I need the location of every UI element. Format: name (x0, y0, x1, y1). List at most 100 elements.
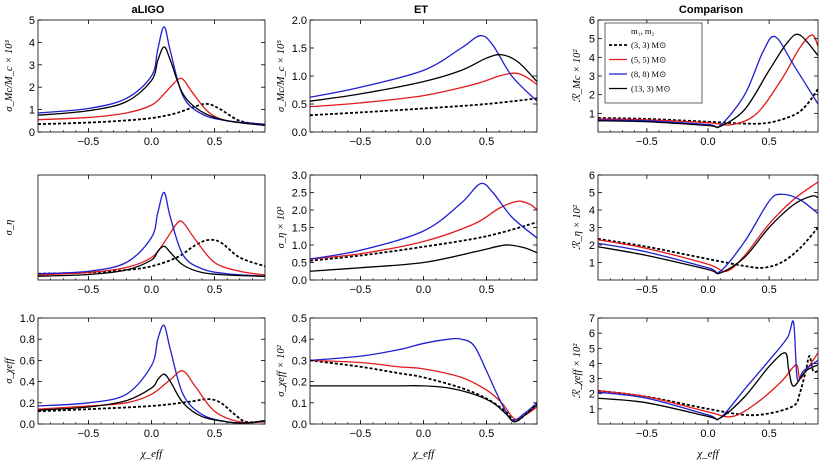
y-tick-label: 1.0 (292, 240, 307, 252)
panel-p02: −0.5 0.0 0.5 1 2 3 4 5 6 ℛ_Mc × 10² m₁, m₂ (3, 3) M… (571, 15, 819, 148)
y-tick-label: 0.2 (292, 377, 307, 389)
y-tick-label: 0.4 (20, 377, 35, 389)
series-line-m55 (310, 200, 537, 260)
legend-box (604, 22, 703, 104)
y-tick-label: 5 (589, 188, 595, 200)
y-tick-label: 1 (29, 105, 35, 117)
y-tick-label: 2 (589, 240, 595, 252)
legend-entry-m55: (5, 5) M⊙ (631, 55, 666, 65)
panel-p10: −0.5 0.0 0.5 σ_η (4, 174, 266, 296)
series-line-m133 (310, 53, 537, 102)
series-line-m33 (38, 398, 265, 424)
series-line-m88 (310, 35, 537, 102)
series-line-m55 (310, 72, 537, 108)
y-tick-label: 2.0 (292, 205, 307, 217)
panel-p22: −0.5 0.0 0.5 1 2 3 4 5 6 7 ℛ_χeff × 10² χ_eff (571, 313, 819, 460)
series-group (598, 320, 818, 421)
series-line-m55 (598, 352, 818, 418)
series-line-m33 (598, 88, 818, 125)
series-line-m33 (38, 102, 265, 127)
y-tick-label: 0.0 (292, 127, 307, 139)
series-line-m88 (38, 26, 265, 125)
x-tick-label: 0.5 (207, 428, 222, 440)
axes-frame (309, 19, 538, 133)
series-line-m55 (38, 370, 265, 424)
series-group (38, 324, 265, 424)
series-line-m55 (38, 77, 265, 126)
series-line-m55 (310, 359, 537, 421)
y-tick-label: 4 (589, 358, 595, 370)
y-tick-label: 1 (589, 108, 595, 120)
x-tick-label: 0.5 (207, 136, 222, 148)
x-tick-label: 0.0 (700, 284, 715, 296)
series-line-m33 (598, 226, 818, 269)
panel-p12: −0.5 0.0 0.5 1 2 3 4 5 6 ℛ_η × 10² (571, 170, 819, 296)
y-tick-label: 3 (589, 374, 595, 386)
axes-frame (309, 317, 538, 425)
x-tick-label: −0.5 (636, 284, 658, 296)
series-group (38, 191, 265, 277)
x-tick-label: 0.0 (416, 428, 431, 440)
y-tick-label: 0.2 (20, 398, 35, 410)
column-title-et: ET (414, 4, 428, 16)
series-line-m133 (38, 46, 265, 126)
legend-entry-m88: (8, 8) M⊙ (631, 69, 666, 79)
legend-title: m₁, m₂ (631, 26, 654, 36)
y-tick-label: 4 (29, 37, 35, 49)
y-tick-label: 0.5 (292, 313, 307, 325)
y-axis-label: ℛ_χeff × 10² (571, 343, 583, 399)
axes-frame (37, 174, 266, 281)
y-tick-label: 0.5 (292, 258, 307, 270)
series-group (598, 33, 818, 129)
x-tick-label: 0.0 (700, 136, 715, 148)
series-line-m88 (598, 35, 818, 129)
y-tick-label: 2 (29, 82, 35, 94)
series-line-m133 (38, 373, 265, 424)
y-tick-label: 5 (589, 34, 595, 46)
y-tick-label: 1 (589, 404, 595, 416)
series-line-m88 (598, 193, 818, 274)
x-tick-label: 0.5 (479, 428, 494, 440)
y-tick-label: 4 (589, 205, 595, 217)
x-tick-label: −0.5 (636, 428, 658, 440)
series-line-m133 (310, 385, 537, 423)
series-group (598, 181, 818, 275)
x-tick-label: −0.5 (78, 136, 100, 148)
y-tick-label: 5 (589, 343, 595, 355)
y-tick-label: 2 (589, 90, 595, 102)
panel-p00: −0.5 0.0 0.5 0 1 2 3 4 5 σ_Mc/M_c × 10³ (4, 15, 266, 148)
y-tick-label: 1.5 (292, 223, 307, 235)
x-axis-label: χ_eff (696, 448, 720, 460)
y-tick-label: 0.4 (292, 334, 307, 346)
series-line-m88 (310, 182, 537, 260)
y-tick-label: 6 (589, 328, 595, 340)
y-tick-label: 0 (29, 127, 35, 139)
y-tick-label: 0.3 (292, 355, 307, 367)
y-tick-label: 2.0 (292, 15, 307, 27)
y-tick-label: 1.5 (292, 43, 307, 55)
x-tick-label: 0.5 (479, 284, 494, 296)
x-tick-label: −0.5 (350, 428, 372, 440)
y-tick-label: 3 (589, 71, 595, 83)
axes-frame (309, 174, 538, 281)
x-tick-label: 0.0 (700, 428, 715, 440)
legend-entry-m33: (3, 3) M⊙ (631, 40, 666, 50)
x-tick-label: 0.0 (144, 428, 159, 440)
series-line-m33 (310, 221, 537, 262)
legend-entry-m133: (13, 3) M⊙ (631, 84, 670, 94)
y-tick-label: 0.8 (20, 334, 35, 346)
series-line-m88 (38, 191, 265, 277)
panel-p01: −0.5 0.0 0.5 0.0 0.5 1.0 1.5 2.0 σ_Mc/M_c × 10⁵ (276, 15, 538, 148)
y-tick-label: 0.0 (292, 275, 307, 287)
y-tick-label: 0.5 (292, 99, 307, 111)
y-tick-label: 1.0 (20, 313, 35, 325)
x-tick-label: −0.5 (350, 284, 372, 296)
y-axis-label: σ_η × 10³ (276, 206, 287, 248)
y-tick-label: 5 (29, 15, 35, 27)
y-axis-label: σ_χeff (4, 356, 15, 384)
y-axis-label: ℛ_Mc × 10² (571, 49, 583, 103)
y-tick-label: 3 (589, 223, 595, 235)
y-axis-label: ℛ_η × 10² (571, 204, 583, 250)
series-line-m33 (38, 238, 265, 275)
series-line-m33 (310, 97, 537, 117)
